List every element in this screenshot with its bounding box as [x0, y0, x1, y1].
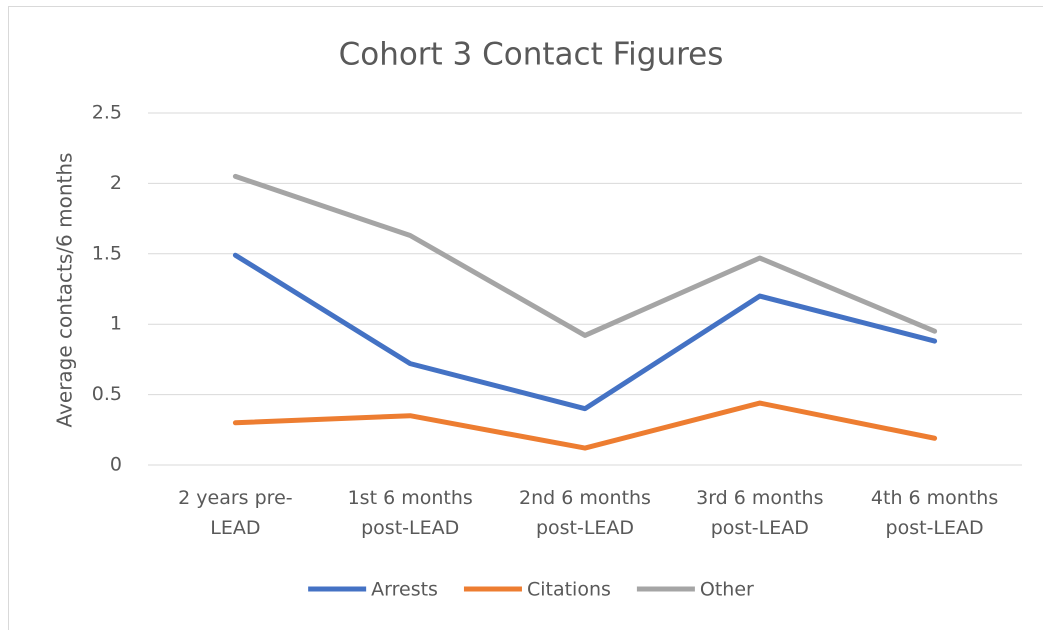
- x-tick-label: 4th 6 months post-LEAD: [870, 487, 999, 539]
- y-tick-label: 2: [110, 172, 122, 194]
- chart-title: Cohort 3 Contact Figures: [339, 37, 724, 73]
- legend-label: Citations: [527, 579, 611, 601]
- y-tick-label: 2.5: [92, 102, 122, 124]
- x-tick-label: 2nd 6 months post-LEAD: [519, 487, 651, 539]
- y-axis-label: Average contacts/6 months: [53, 153, 77, 428]
- legend-label: Arrests: [371, 579, 438, 601]
- y-tick-label: 1: [110, 313, 122, 335]
- y-tick-label: 1.5: [92, 242, 122, 264]
- legend-label: Other: [700, 579, 754, 601]
- y-tick-label: 0.5: [92, 383, 122, 405]
- series-line: [232, 252, 938, 412]
- chart-border: [8, 6, 1043, 630]
- x-tick-label: 3rd 6 months post-LEAD: [696, 487, 824, 539]
- x-tick-label: 2 years pre-LEAD: [178, 487, 293, 539]
- y-tick-label: 0: [110, 454, 122, 476]
- series-line: [232, 173, 938, 338]
- series-line: [232, 400, 938, 451]
- x-tick-label: 1st 6 months post-LEAD: [347, 487, 473, 539]
